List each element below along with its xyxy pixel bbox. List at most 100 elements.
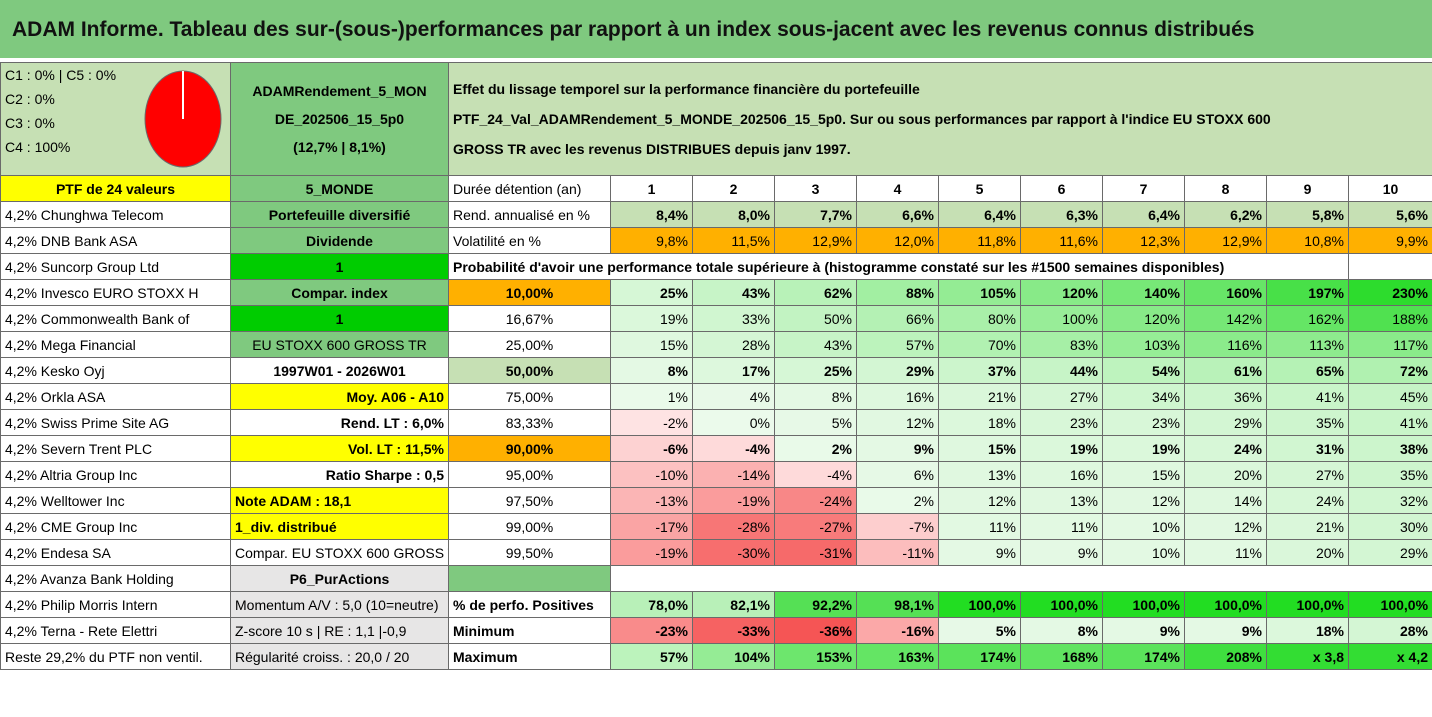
quantile-value: 61% bbox=[1184, 357, 1267, 384]
year-header: 5 bbox=[938, 175, 1021, 202]
quantile-prob: 50,00% bbox=[448, 357, 611, 384]
quantile-value: 25% bbox=[610, 279, 693, 306]
quantile-value: 15% bbox=[1102, 461, 1185, 488]
info-cell: Moy. A06 - A10 bbox=[230, 383, 449, 410]
rend-value: 6,2% bbox=[1184, 201, 1267, 228]
year-header: 10 bbox=[1347, 175, 1432, 202]
quantile-value: -28% bbox=[692, 513, 775, 540]
quantile-value: 105% bbox=[938, 279, 1021, 306]
quantile-value: 12% bbox=[938, 487, 1021, 514]
quantile-value: -4% bbox=[692, 435, 775, 462]
max-value: 57% bbox=[610, 643, 693, 670]
vol-value: 12,9% bbox=[1184, 227, 1267, 254]
vol-label: Volatilité en % bbox=[448, 227, 611, 254]
rend-value: 5,6% bbox=[1347, 201, 1432, 228]
info-cell: 1 bbox=[230, 253, 449, 280]
quantile-value: -11% bbox=[856, 539, 939, 566]
pos-value: 92,2% bbox=[774, 591, 857, 618]
holding-item: 4,2% Altria Group Inc bbox=[0, 461, 231, 488]
quantile-value: 20% bbox=[1184, 461, 1267, 488]
quantile-value: -10% bbox=[610, 461, 693, 488]
quantile-value: 116% bbox=[1184, 331, 1267, 358]
quantile-value: 8% bbox=[774, 383, 857, 410]
rend-value: 6,3% bbox=[1020, 201, 1103, 228]
quantile-value: 14% bbox=[1184, 487, 1267, 514]
quantile-value: 32% bbox=[1347, 487, 1432, 514]
quantile-value: -6% bbox=[610, 435, 693, 462]
max-value: 153% bbox=[774, 643, 857, 670]
empty-cell bbox=[1103, 566, 1185, 592]
rend-value: 6,4% bbox=[938, 201, 1021, 228]
info-cell: Ratio Sharpe : 0,5 bbox=[230, 461, 449, 488]
quantile-value: -27% bbox=[774, 513, 857, 540]
quantile-value: 19% bbox=[610, 305, 693, 332]
quantile-value: 6% bbox=[856, 461, 939, 488]
title-gap bbox=[0, 58, 1432, 62]
year-header: 8 bbox=[1184, 175, 1267, 202]
proba-title: Probabilité d'avoir une performance tota… bbox=[448, 253, 1349, 280]
empty-green bbox=[448, 565, 611, 592]
pos-value: 82,1% bbox=[692, 591, 775, 618]
quantile-value: 19% bbox=[1102, 435, 1185, 462]
quantile-value: -30% bbox=[692, 539, 775, 566]
quantile-value: 25% bbox=[774, 357, 857, 384]
rend-value: 5,8% bbox=[1266, 201, 1349, 228]
max-value: 208% bbox=[1184, 643, 1267, 670]
vol-value: 11,5% bbox=[692, 227, 775, 254]
info-cell: Rend. LT : 6,0% bbox=[230, 409, 449, 436]
pie-chart-icon bbox=[144, 70, 222, 168]
holding-item: 4,2% CME Group Inc bbox=[0, 513, 231, 540]
description-line: Effet du lissage temporel sur la perform… bbox=[453, 81, 920, 97]
quantile-value: 83% bbox=[1020, 331, 1103, 358]
empty-cell bbox=[939, 566, 1021, 592]
vol-value: 9,9% bbox=[1347, 227, 1432, 254]
min-value: -23% bbox=[610, 617, 693, 644]
quantile-value: 113% bbox=[1266, 331, 1349, 358]
empty-cell bbox=[775, 566, 857, 592]
holding-item: 4,2% Welltower Inc bbox=[0, 487, 231, 514]
quantile-value: 31% bbox=[1266, 435, 1349, 462]
quantile-value: 38% bbox=[1347, 435, 1432, 462]
quantile-value: 30% bbox=[1347, 513, 1432, 540]
quantile-value: 23% bbox=[1020, 409, 1103, 436]
quantile-value: 57% bbox=[856, 331, 939, 358]
quantile-value: 2% bbox=[856, 487, 939, 514]
max-value: 174% bbox=[1102, 643, 1185, 670]
pos-value: 100,0% bbox=[1184, 591, 1267, 618]
quantile-value: -17% bbox=[610, 513, 693, 540]
holding-item: 4,2% Orkla ASA bbox=[0, 383, 231, 410]
year-header: 9 bbox=[1266, 175, 1349, 202]
quantile-value: 88% bbox=[856, 279, 939, 306]
holding-item: 4,2% Philip Morris Intern bbox=[0, 591, 231, 618]
quantile-value: 13% bbox=[938, 461, 1021, 488]
quantile-value: 50% bbox=[774, 305, 857, 332]
quantile-value: 12% bbox=[856, 409, 939, 436]
max-value: 168% bbox=[1020, 643, 1103, 670]
vol-value: 11,6% bbox=[1020, 227, 1103, 254]
quantile-value: -13% bbox=[610, 487, 693, 514]
quantile-value: 188% bbox=[1347, 305, 1432, 332]
quantile-value: 120% bbox=[1020, 279, 1103, 306]
ptf-label: PTF de 24 valeurs bbox=[0, 175, 231, 202]
quantile-value: 103% bbox=[1102, 331, 1185, 358]
description-line: GROSS TR avec les revenus DISTRIBUES dep… bbox=[453, 141, 851, 157]
quantile-value: -24% bbox=[774, 487, 857, 514]
quantile-prob: 83,33% bbox=[448, 409, 611, 436]
legend-line: C1 : 0% | C5 : 0% bbox=[5, 67, 117, 83]
holding-item: Reste 29,2% du PTF non ventil. bbox=[0, 643, 231, 670]
rend-value: 8,0% bbox=[692, 201, 775, 228]
quantile-value: 28% bbox=[692, 331, 775, 358]
min-value: 5% bbox=[938, 617, 1021, 644]
pos-value: 100,0% bbox=[938, 591, 1021, 618]
info-cell: 1_div. distribué bbox=[230, 513, 449, 540]
positive-label: % de perfo. Positives bbox=[448, 591, 611, 618]
quantile-value: 41% bbox=[1266, 383, 1349, 410]
info-cell: Z-score 10 s | RE : 1,1 |-0,9 bbox=[230, 617, 449, 644]
quantile-value: 66% bbox=[856, 305, 939, 332]
quantile-value: 29% bbox=[856, 357, 939, 384]
empty-cell bbox=[1349, 566, 1432, 592]
portfolio-name-line: (12,7% | 8,1%) bbox=[293, 139, 386, 155]
quantile-value: 197% bbox=[1266, 279, 1349, 306]
quantile-value: 45% bbox=[1347, 383, 1432, 410]
quantile-value: 15% bbox=[938, 435, 1021, 462]
